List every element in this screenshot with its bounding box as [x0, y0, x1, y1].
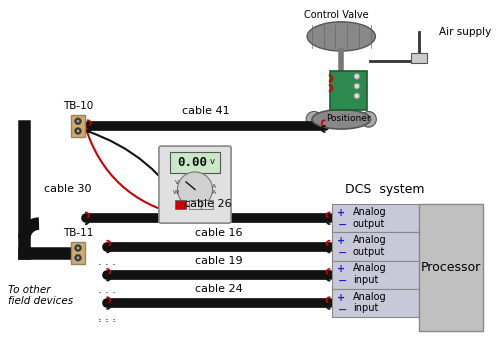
Text: −: − — [338, 248, 346, 258]
Text: To other
field devices: To other field devices — [8, 284, 73, 306]
Circle shape — [76, 120, 80, 123]
Circle shape — [76, 246, 80, 250]
Circle shape — [354, 83, 360, 89]
Circle shape — [74, 244, 82, 252]
Text: Control Valve: Control Valve — [304, 10, 368, 20]
Text: Air supply: Air supply — [439, 26, 491, 37]
FancyBboxPatch shape — [170, 152, 220, 174]
Text: · · ·: · · · — [98, 315, 116, 325]
Text: +: + — [338, 208, 345, 218]
FancyBboxPatch shape — [159, 146, 231, 223]
Text: cable 26: cable 26 — [184, 199, 232, 210]
Text: A: A — [212, 184, 216, 188]
FancyBboxPatch shape — [366, 113, 372, 126]
Text: input: input — [353, 275, 378, 285]
Text: Analog: Analog — [353, 292, 386, 302]
Text: Analog: Analog — [353, 235, 386, 245]
Circle shape — [361, 112, 376, 127]
FancyBboxPatch shape — [311, 113, 317, 126]
Text: cable 19: cable 19 — [194, 256, 242, 266]
Circle shape — [74, 118, 82, 125]
Text: A: A — [212, 191, 216, 195]
Text: +: + — [338, 236, 345, 246]
Circle shape — [354, 74, 360, 79]
Text: Positioner: Positioner — [326, 115, 370, 123]
Text: output: output — [353, 219, 386, 228]
FancyBboxPatch shape — [189, 200, 201, 210]
Text: −: − — [338, 304, 346, 314]
Text: · · ·: · · · — [98, 317, 116, 327]
FancyBboxPatch shape — [330, 71, 366, 109]
FancyBboxPatch shape — [71, 242, 85, 264]
Circle shape — [354, 93, 360, 99]
Text: DCS  system: DCS system — [346, 183, 425, 196]
FancyBboxPatch shape — [412, 53, 427, 63]
FancyBboxPatch shape — [332, 289, 419, 317]
Text: TB-10: TB-10 — [63, 101, 93, 112]
FancyBboxPatch shape — [419, 204, 482, 331]
Text: input: input — [353, 303, 378, 314]
Text: cable 24: cable 24 — [194, 284, 242, 294]
Text: −: − — [338, 276, 346, 286]
Text: 0.00: 0.00 — [177, 156, 207, 169]
Text: output: output — [353, 247, 386, 257]
Text: −: − — [338, 220, 346, 230]
Text: V: V — [174, 180, 179, 185]
Text: W: W — [172, 191, 179, 195]
FancyBboxPatch shape — [332, 261, 419, 289]
Text: +: + — [338, 293, 345, 303]
FancyBboxPatch shape — [201, 200, 212, 210]
Text: Processor: Processor — [421, 261, 481, 274]
Circle shape — [76, 256, 80, 259]
Text: · · ·: · · · — [98, 260, 116, 270]
Text: +: + — [338, 264, 345, 275]
Text: cable 16: cable 16 — [194, 228, 242, 238]
Text: Analog: Analog — [353, 207, 386, 217]
Text: TB-11: TB-11 — [63, 228, 93, 238]
Text: v: v — [210, 157, 215, 166]
Circle shape — [74, 127, 82, 134]
Text: Analog: Analog — [353, 263, 386, 274]
FancyBboxPatch shape — [332, 233, 419, 261]
FancyBboxPatch shape — [71, 115, 85, 137]
Text: cable 41: cable 41 — [182, 106, 230, 116]
Text: cable 30: cable 30 — [44, 184, 92, 195]
FancyBboxPatch shape — [174, 200, 186, 210]
Circle shape — [74, 254, 82, 261]
Text: · · ·: · · · — [98, 288, 116, 298]
Circle shape — [76, 129, 80, 133]
FancyBboxPatch shape — [332, 204, 419, 233]
Ellipse shape — [312, 109, 370, 129]
Circle shape — [178, 172, 212, 207]
Ellipse shape — [307, 22, 376, 51]
Circle shape — [306, 112, 322, 127]
